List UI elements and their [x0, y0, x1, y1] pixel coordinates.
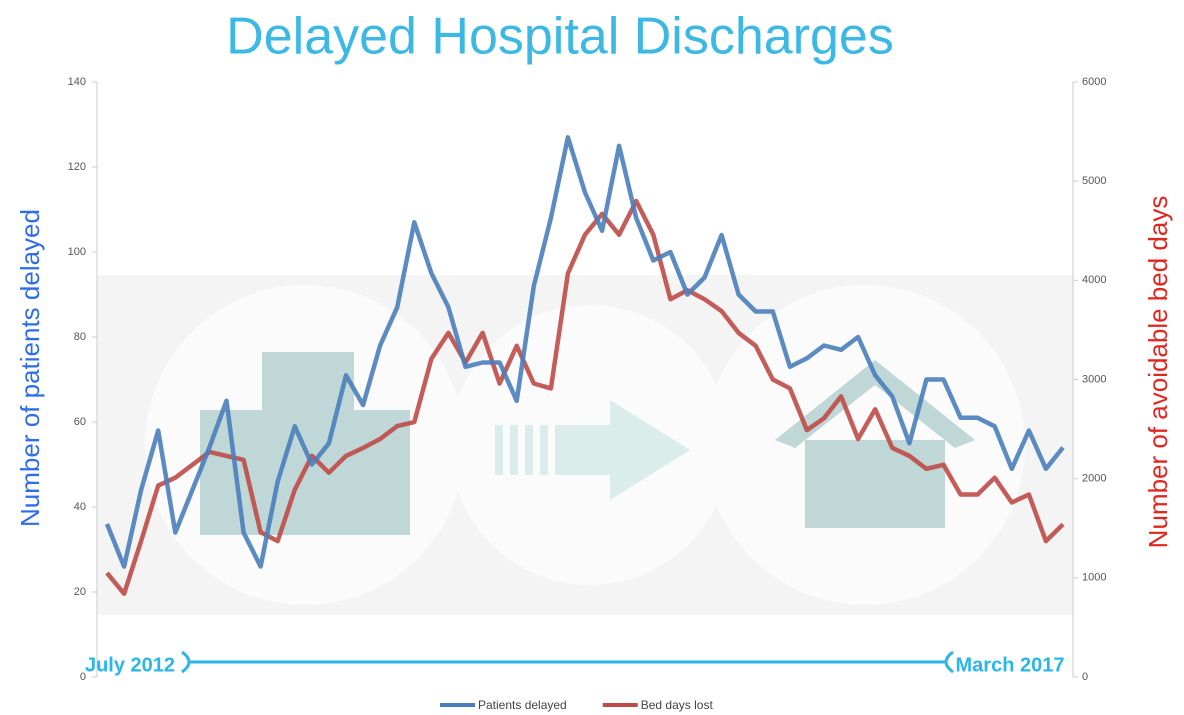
y2-tick-label: 2000	[1082, 473, 1106, 485]
y-tick-label: 40	[74, 501, 86, 513]
timeline-cap	[182, 652, 189, 672]
timeline-start-label: July 2012	[85, 654, 175, 676]
legend-label: Patients delayed	[478, 698, 567, 712]
y-tick-label: 120	[68, 161, 86, 173]
y2-tick-label: 4000	[1082, 274, 1106, 286]
timeline-cap	[946, 652, 953, 672]
timeline-end-label: March 2017	[956, 654, 1065, 676]
chart-title: Delayed Hospital Discharges	[226, 8, 894, 66]
y2-tick-label: 5000	[1082, 175, 1106, 187]
chart: Delayed Hospital Discharges Number of pa…	[0, 0, 1184, 715]
background-illustration	[97, 275, 1073, 615]
y2-tick-label: 1000	[1082, 572, 1106, 584]
y-tick-label: 60	[74, 416, 86, 428]
y2-tick-label: 3000	[1082, 373, 1106, 385]
y-tick-label: 20	[74, 586, 86, 598]
y2-tick-label: 0	[1082, 671, 1088, 683]
y2-tick-label: 6000	[1082, 76, 1106, 88]
y-tick-label: 80	[74, 331, 86, 343]
y2-axis-label: Number of avoidable bed days	[1143, 196, 1173, 549]
legend-label: Bed days lost	[641, 698, 714, 712]
y-tick-label: 140	[68, 76, 86, 88]
y-tick-label: 100	[68, 246, 86, 258]
y-tick-label: 0	[80, 671, 86, 683]
y-axis-label: Number of patients delayed	[15, 209, 45, 527]
